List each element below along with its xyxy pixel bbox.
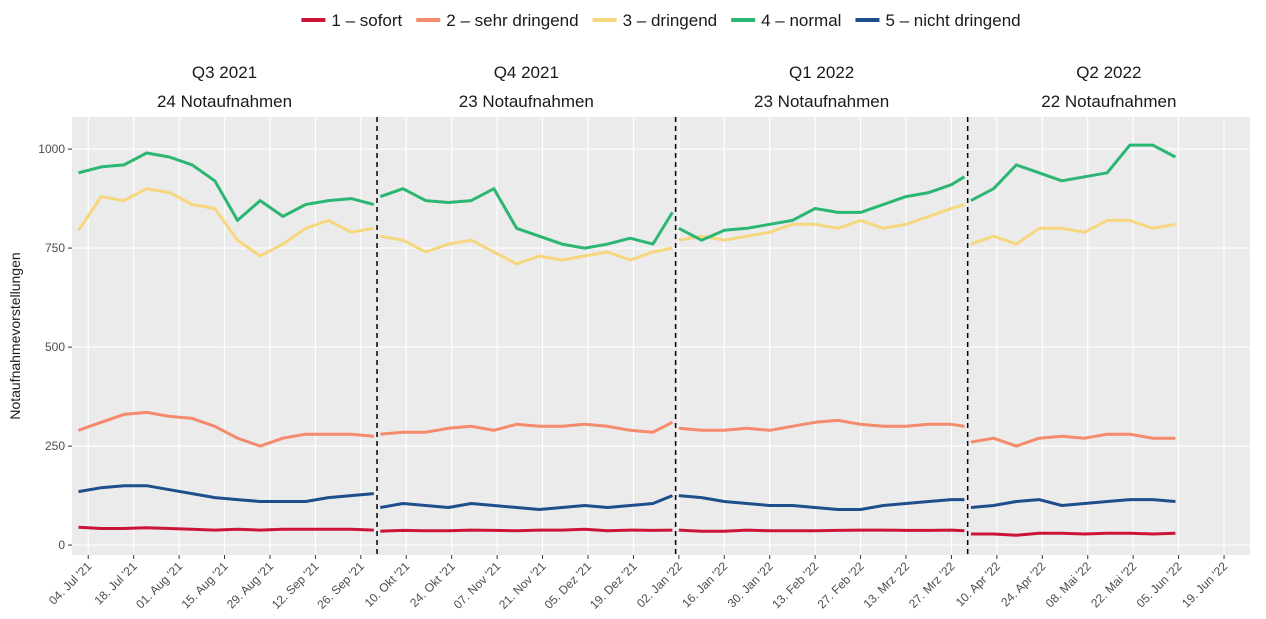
x-tick-label: 10. Okt '21	[362, 559, 413, 610]
x-tick-label: 13. Feb '22	[769, 559, 821, 611]
x-tick-label: 26. Sep '21	[314, 559, 367, 612]
legend-label: 1 – sofort	[331, 11, 402, 30]
x-tick-label: 16. Jan '22	[679, 559, 730, 610]
y-tick-label: 750	[45, 241, 65, 255]
series-line	[78, 525, 1176, 537]
quarter-subtitle: 23 Notaufnahmen	[459, 92, 594, 111]
series-line	[78, 484, 1176, 511]
x-tick-label: 21. Nov '21	[496, 559, 549, 612]
series-line	[78, 410, 1176, 448]
series-line	[77, 187, 1176, 266]
quarter-subtitle: 23 Notaufnahmen	[754, 92, 889, 111]
quarter-title: Q2 2022	[1076, 63, 1141, 82]
x-tick-label: 18. Jul '21	[91, 559, 140, 608]
x-tick-label: 19. Jun '22	[1179, 559, 1230, 610]
x-tick-label: 24. Apr '22	[998, 559, 1048, 609]
x-tick-label: 19. Dez '21	[587, 559, 640, 612]
x-tick-label: 05. Dez '21	[542, 559, 595, 612]
x-tick-label: 08. Mai '22	[1043, 559, 1094, 610]
panel	[72, 117, 1250, 555]
quarter-title: Q1 2022	[789, 63, 854, 82]
y-tick-label: 500	[45, 340, 65, 354]
y-tick-label: 0	[58, 538, 65, 552]
quarter-title: Q3 2021	[192, 63, 257, 82]
legend-label: 5 – nicht dringend	[885, 11, 1020, 30]
y-tick-label: 1000	[38, 142, 65, 156]
x-tick-label: 07. Nov '21	[451, 559, 504, 612]
quarter-subtitle: 24 Notaufnahmen	[157, 92, 292, 111]
x-tick-label: 13. Mrz '22	[861, 559, 913, 611]
legend: 1 – sofort 2 – sehr dringend 3 – dringend 4…	[301, 11, 1021, 30]
quarter-title: Q4 2021	[494, 63, 559, 82]
x-tick-label: 01. Aug '21	[133, 559, 185, 611]
x-tick-label: 27. Mrz '22	[906, 559, 958, 611]
y-axis-label: Notaufnahmevorstellungen	[7, 252, 23, 419]
legend-label: 2 – sehr dringend	[446, 11, 578, 30]
x-tick-label: 05. Jun '22	[1134, 559, 1185, 610]
x-tick-label: 04. Jul '21	[46, 559, 95, 608]
x-tick-label: 12. Sep '21	[269, 559, 322, 612]
x-tick-label: 27. Feb '22	[815, 559, 867, 611]
legend-label: 3 – dringend	[623, 11, 718, 30]
x-tick-label: 22. Mai '22	[1088, 559, 1139, 610]
x-tick-label: 15. Aug '21	[179, 559, 231, 611]
y-tick-label: 250	[45, 439, 65, 453]
legend-label: 4 – normal	[761, 11, 841, 30]
x-tick-label: 10. Apr '22	[953, 559, 1003, 609]
quarter-subtitle: 22 Notaufnahmen	[1041, 92, 1176, 111]
x-tick-label: 02. Jan '22	[634, 559, 685, 610]
series-line	[78, 143, 1177, 250]
x-tick-label: 29. Aug '21	[224, 559, 276, 611]
x-tick-label: 30. Jan '22	[725, 559, 776, 610]
